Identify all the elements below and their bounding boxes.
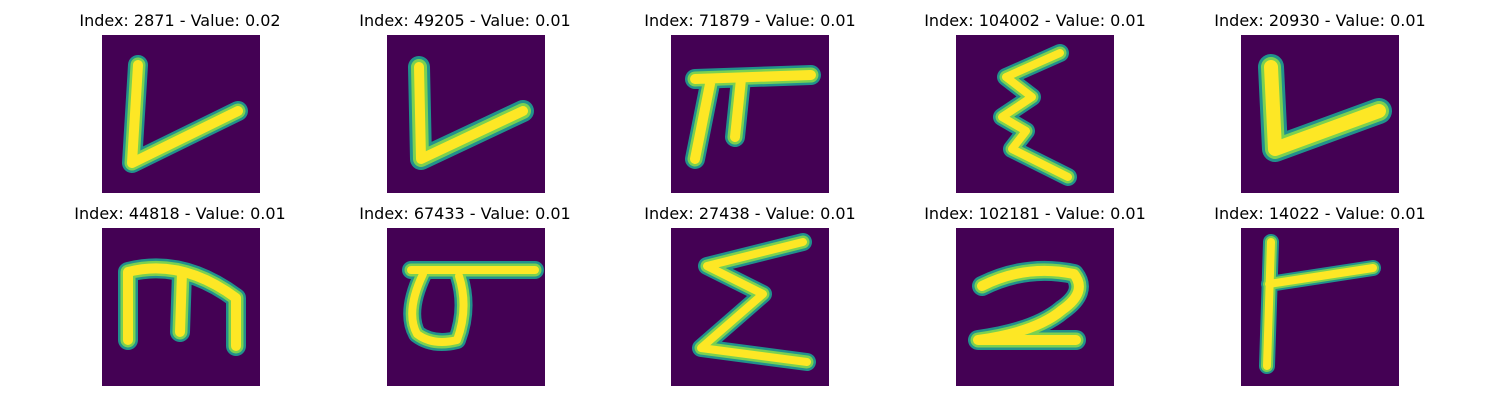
handwritten-sigma-upper-image <box>692 233 816 371</box>
glyph-image <box>671 228 829 386</box>
panel-title: Index: 2871 - Value: 0.02 <box>79 11 281 30</box>
panel-title: Index: 67433 - Value: 0.01 <box>359 204 571 223</box>
panel-title: Index: 14022 - Value: 0.01 <box>1214 204 1426 223</box>
panel-title: Index: 49205 - Value: 0.01 <box>359 11 571 30</box>
handwritten-sigma-image <box>402 261 544 351</box>
handwritten-v-image <box>122 55 248 173</box>
glyph-image <box>387 35 545 193</box>
glyph-image <box>387 228 545 386</box>
handwritten-pi-image <box>685 65 821 169</box>
handwritten-v-image <box>1258 54 1392 162</box>
handwritten-gamma-image <box>1259 234 1381 374</box>
handwritten-v-image <box>408 56 534 170</box>
panel-title: Index: 71879 - Value: 0.01 <box>644 11 856 30</box>
glyph-image <box>956 35 1114 193</box>
handwritten-xi-image <box>993 44 1077 186</box>
panel-title: Index: 102181 - Value: 0.01 <box>924 204 1146 223</box>
glyph-image <box>102 35 260 193</box>
glyph-image <box>102 228 260 386</box>
glyph-image <box>1241 228 1399 386</box>
panel-title: Index: 27438 - Value: 0.01 <box>644 204 856 223</box>
glyph-image <box>956 228 1114 386</box>
panel-title: Index: 104002 - Value: 0.01 <box>924 11 1146 30</box>
panel-title: Index: 20930 - Value: 0.01 <box>1214 11 1426 30</box>
glyph-image <box>671 35 829 193</box>
handwritten-m-image <box>118 258 246 356</box>
glyph-image <box>1241 35 1399 193</box>
handwritten-2-image <box>968 260 1089 350</box>
panel-title: Index: 44818 - Value: 0.01 <box>74 204 286 223</box>
